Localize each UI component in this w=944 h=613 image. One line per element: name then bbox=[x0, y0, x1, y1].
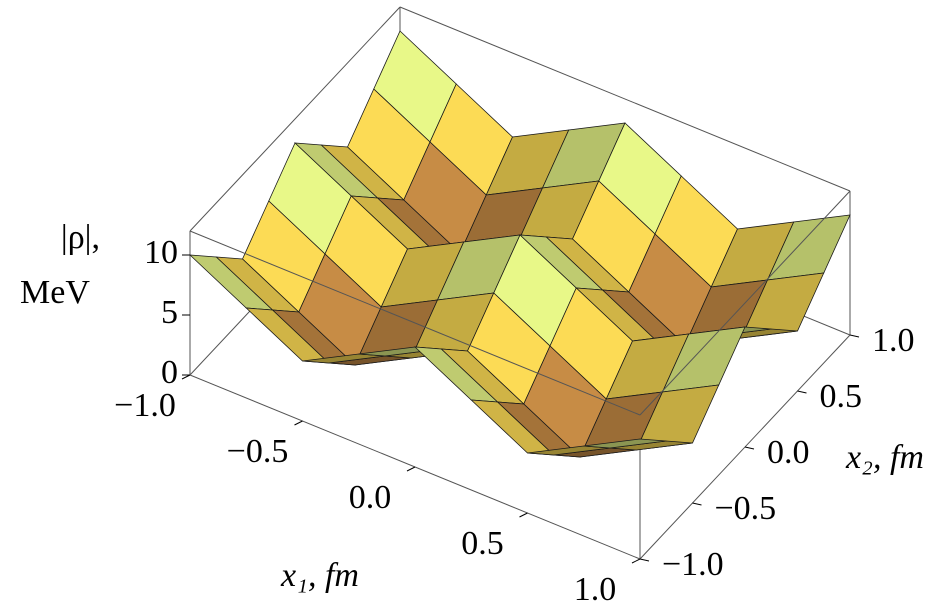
x-axis-label: x₁, fm bbox=[280, 557, 359, 594]
z-axis-label: |ρ|, bbox=[61, 219, 100, 256]
surface-patch bbox=[583, 438, 667, 449]
box-edge bbox=[399, 6, 851, 192]
x-tick bbox=[181, 374, 191, 380]
y-tick bbox=[797, 390, 807, 394]
z-axis-label: MeV bbox=[20, 274, 90, 311]
z-tick-label: 5 bbox=[161, 294, 178, 331]
x-tick-label: 0.5 bbox=[461, 525, 504, 562]
y-tick-label: −1.0 bbox=[662, 546, 724, 583]
z-tick-label: 0 bbox=[161, 354, 178, 391]
y-tick-label: 0.0 bbox=[767, 434, 810, 471]
y-axis-label: x₂, fm bbox=[845, 439, 924, 476]
box-edge bbox=[189, 6, 401, 232]
y-tick bbox=[639, 558, 650, 562]
x-tick bbox=[406, 466, 416, 472]
y-tick-label: 1.0 bbox=[872, 322, 915, 359]
x-tick-label: −1.0 bbox=[114, 387, 176, 424]
x-tick-label: 1.0 bbox=[574, 571, 617, 608]
y-tick bbox=[692, 502, 702, 506]
z-tick-label: 10 bbox=[144, 234, 178, 271]
x-tick bbox=[294, 420, 303, 426]
y-tick bbox=[849, 334, 860, 338]
y-tick-label: −0.5 bbox=[715, 490, 777, 527]
box-edge bbox=[189, 230, 641, 416]
x-tick bbox=[631, 558, 641, 564]
y-tick-label: 0.5 bbox=[820, 378, 863, 415]
x-tick bbox=[519, 512, 528, 518]
x-tick-label: 0.0 bbox=[349, 479, 392, 516]
x-tick-label: −0.5 bbox=[227, 433, 289, 470]
y-tick bbox=[744, 446, 755, 450]
box-edge bbox=[639, 190, 851, 416]
